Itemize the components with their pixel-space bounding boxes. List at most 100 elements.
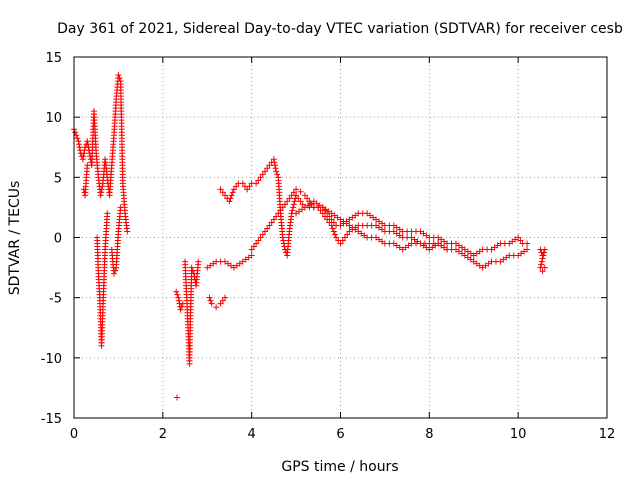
data-point (266, 162, 273, 169)
data-point (259, 171, 266, 178)
data-point (524, 240, 531, 247)
data-point (219, 189, 226, 196)
data-point (295, 195, 302, 202)
data-point (219, 297, 226, 304)
data-point (539, 268, 546, 275)
data-point (116, 75, 123, 82)
data-point (288, 192, 295, 199)
data-point (213, 304, 220, 311)
data-point (270, 156, 277, 163)
data-point (331, 231, 338, 238)
data-point (273, 213, 280, 220)
data-point (208, 300, 215, 307)
data-point (110, 270, 117, 277)
data-point (112, 267, 119, 274)
y-tick-label: 0 (54, 232, 62, 247)
data-point (540, 252, 547, 259)
data-point (517, 237, 524, 244)
data-point (291, 198, 298, 205)
data-point (515, 234, 522, 241)
data-point (328, 222, 335, 229)
data-point (115, 72, 122, 79)
data-point (301, 192, 308, 199)
data-point (319, 210, 326, 217)
data-point (541, 264, 548, 271)
data-point (228, 192, 235, 199)
data-point (261, 228, 268, 235)
data-point (255, 237, 262, 244)
data-point (261, 168, 268, 175)
x-tick-label: 8 (425, 427, 433, 442)
x-tick-label: 4 (248, 427, 256, 442)
y-tick-label: -5 (49, 292, 62, 307)
data-point (255, 177, 262, 184)
data-point (222, 294, 229, 301)
data-point (174, 291, 181, 298)
data-point (80, 153, 87, 160)
data-point (217, 186, 224, 193)
data-point (289, 207, 296, 214)
data-point (207, 297, 214, 304)
data-point (98, 186, 105, 193)
y-tick-label: 5 (54, 171, 62, 186)
data-point (524, 246, 531, 253)
data-point (75, 141, 82, 148)
data-point (284, 198, 291, 205)
data-point (222, 192, 229, 199)
data-point (76, 144, 83, 151)
y-tick-label: 15 (45, 51, 62, 66)
data-point (337, 240, 344, 247)
data-point (99, 183, 106, 190)
data-point (271, 162, 278, 169)
x-axis-label: GPS time / hours (281, 459, 398, 475)
data-point (272, 165, 279, 172)
data-point (174, 394, 181, 401)
data-point (80, 150, 87, 157)
grid-lines (74, 57, 607, 418)
data-point (177, 306, 184, 313)
data-point (275, 210, 282, 217)
data-point (84, 162, 91, 169)
data-point (286, 195, 293, 202)
data-point (304, 195, 311, 202)
x-tick-labels: 0 2 4 6 8 10 12 (70, 427, 615, 442)
data-point (253, 180, 260, 187)
data-point (175, 294, 182, 301)
plot-frame (73, 56, 608, 419)
data-point (344, 231, 351, 238)
x-tick-label: 2 (159, 427, 167, 442)
data-points (71, 72, 548, 401)
data-point (321, 213, 328, 220)
data-point (297, 198, 304, 205)
data-point (227, 195, 234, 202)
data-point (248, 252, 255, 259)
data-point (98, 189, 105, 196)
data-point (279, 234, 286, 241)
data-point (226, 198, 233, 205)
data-point (277, 207, 284, 214)
data-point (326, 219, 333, 226)
data-point (270, 216, 277, 223)
y-tick-label: -10 (41, 352, 62, 367)
data-point (117, 204, 124, 211)
data-point (259, 231, 266, 238)
data-point (253, 240, 260, 247)
data-point (266, 222, 273, 229)
data-point (217, 300, 224, 307)
data-point (339, 237, 346, 244)
x-tick-label: 10 (510, 427, 527, 442)
data-point (173, 288, 180, 295)
data-point (541, 249, 548, 256)
data-point (281, 201, 288, 208)
data-point (250, 243, 257, 250)
data-point (75, 138, 82, 145)
data-point (178, 303, 185, 310)
data-point (538, 261, 545, 268)
data-point (273, 168, 280, 175)
data-point (333, 234, 340, 241)
x-tick-label: 12 (599, 427, 616, 442)
data-point (330, 228, 337, 235)
data-point (290, 201, 297, 208)
data-point (97, 192, 104, 199)
